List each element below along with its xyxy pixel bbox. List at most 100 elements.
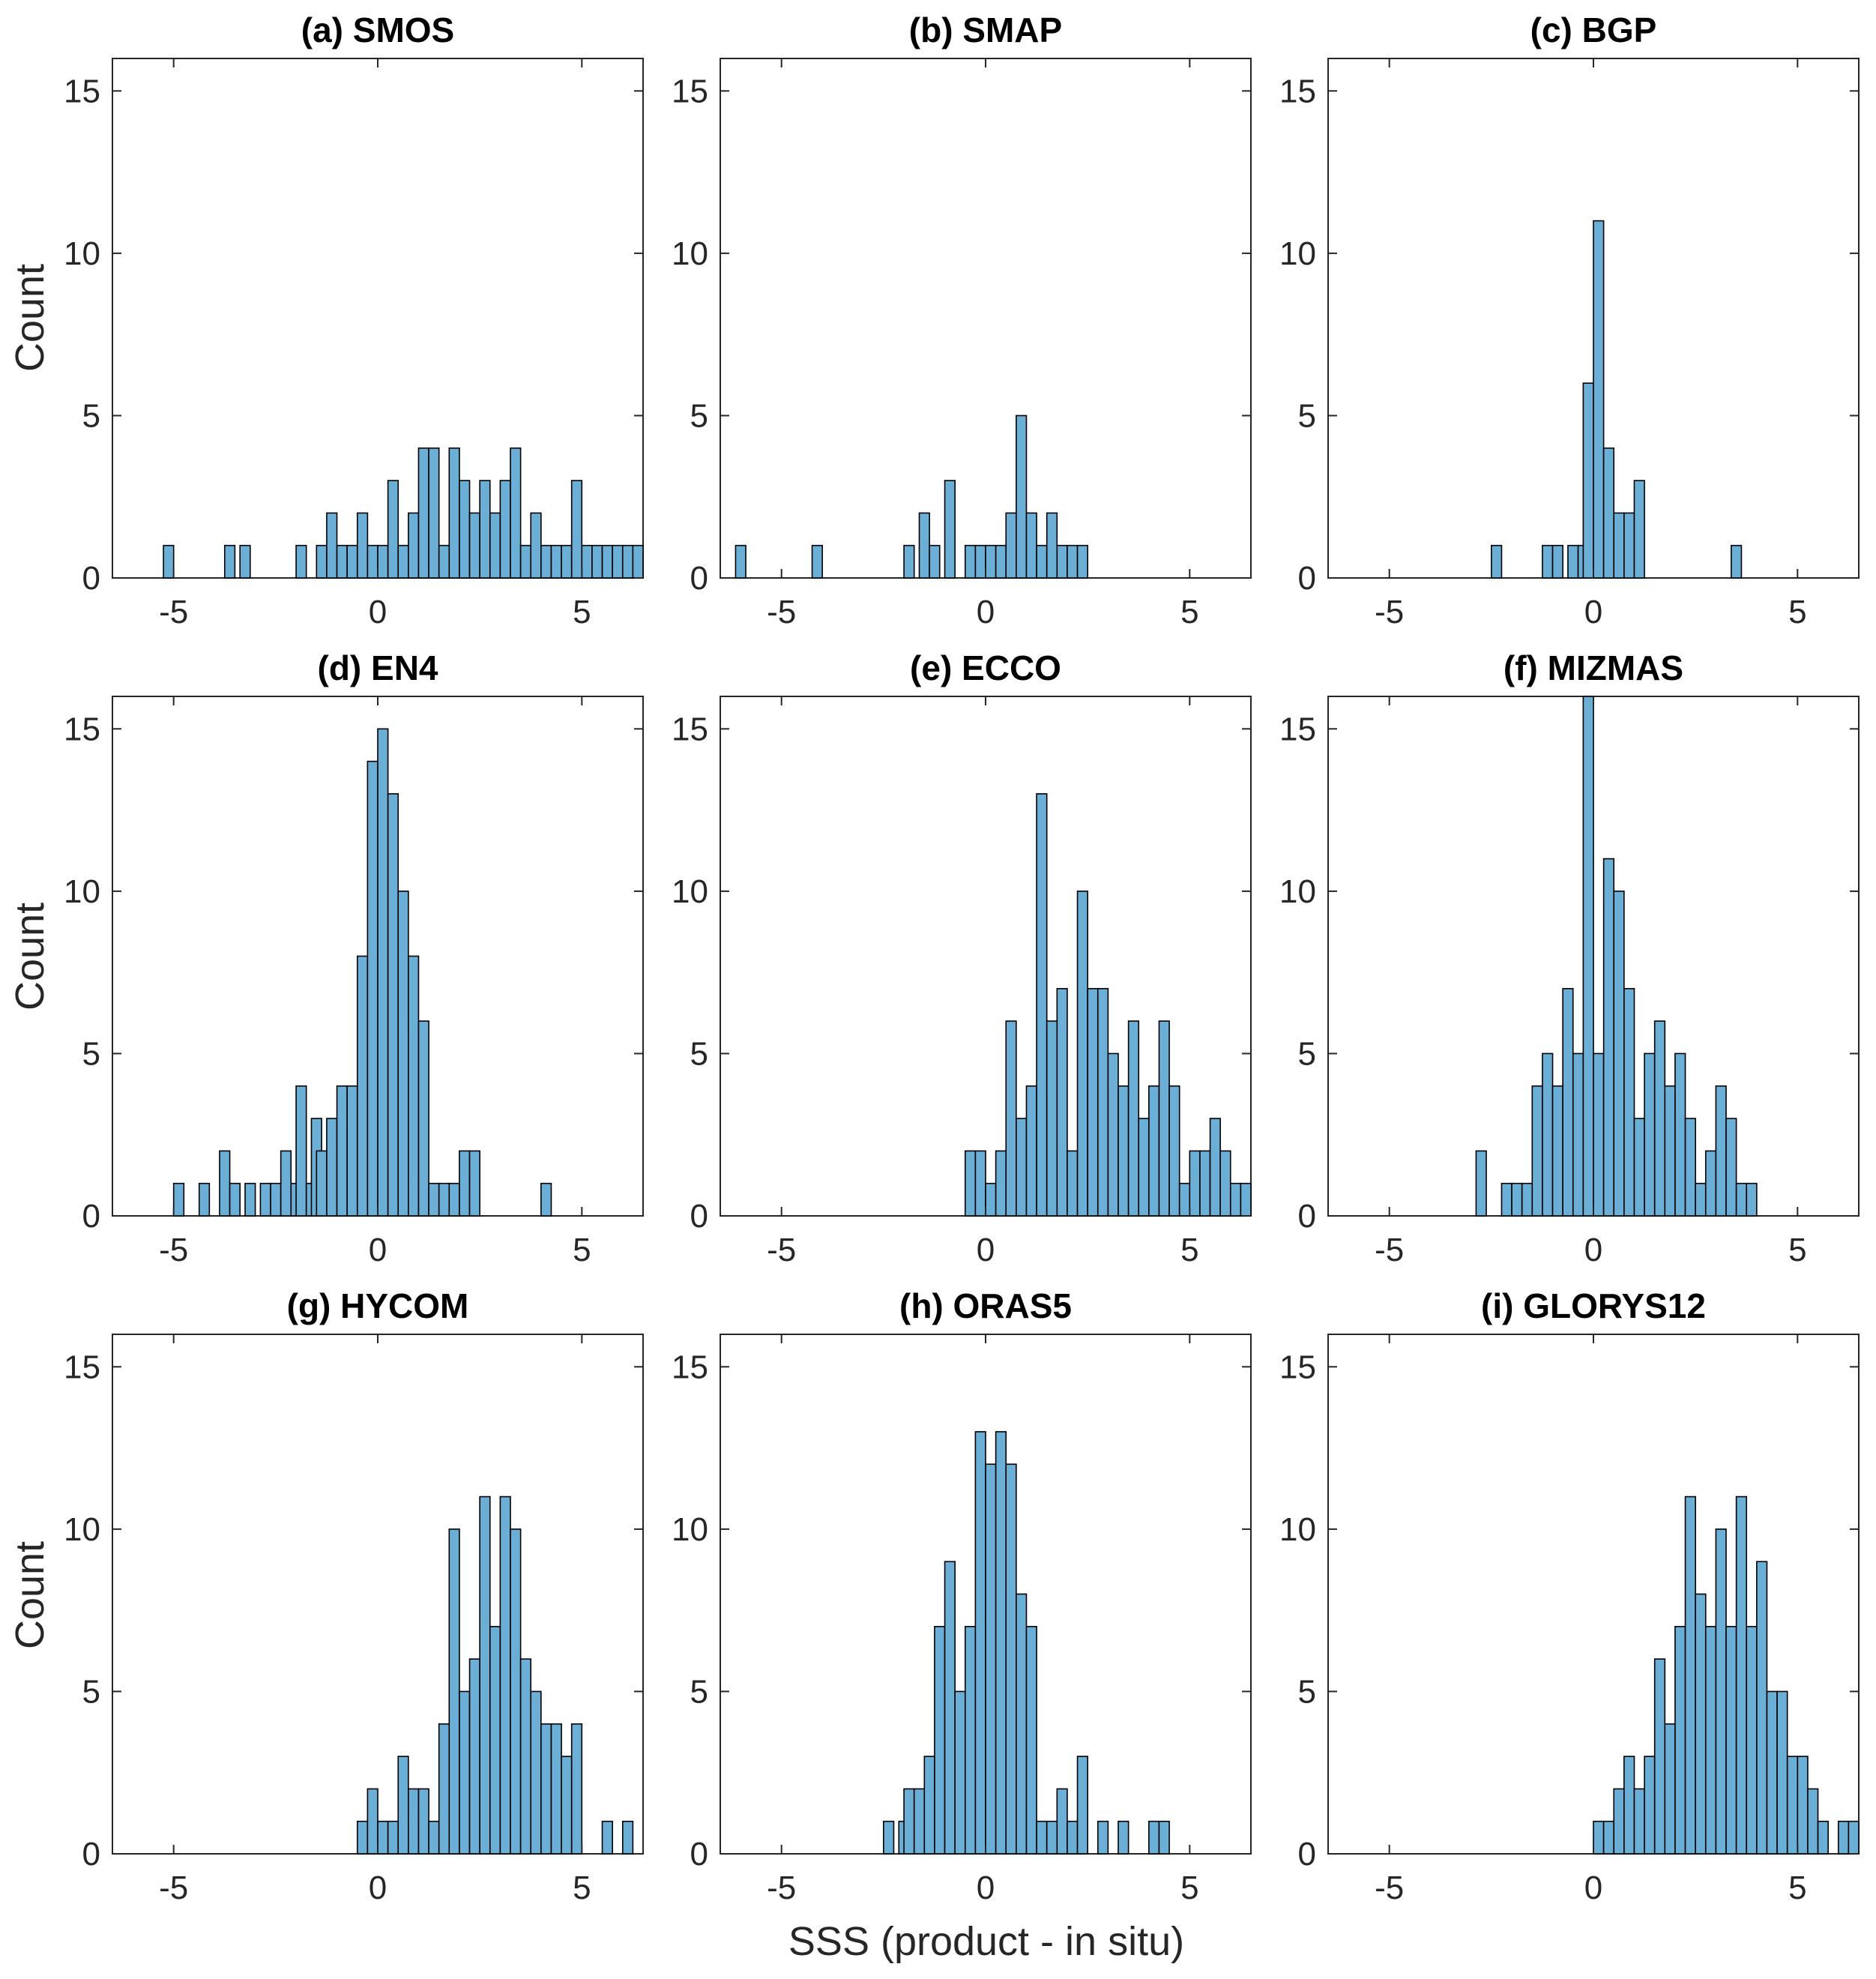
histogram-bar — [377, 728, 389, 1217]
y-tick-label: 15 — [64, 711, 100, 747]
histogram-bar — [198, 1182, 211, 1217]
histogram-bar — [519, 544, 532, 579]
x-tick-label: 0 — [977, 594, 995, 630]
histogram-bar — [1542, 544, 1554, 579]
y-tick-label: 10 — [1279, 235, 1316, 272]
histogram-bar — [326, 1118, 338, 1217]
histogram-bar — [1674, 1626, 1686, 1855]
histogram-bar — [1521, 1182, 1533, 1217]
histogram-bar — [995, 1150, 1007, 1217]
histogram-panel: -5 0 5 0 5 10 15 (g) HYCOM — [64, 1286, 644, 1906]
histogram-bar — [1602, 447, 1615, 579]
histogram-bar — [1848, 1820, 1860, 1855]
histogram-bar — [223, 544, 236, 579]
histogram-bar — [1025, 512, 1037, 579]
histogram-bar — [1067, 544, 1079, 579]
histogram-bar — [1837, 1820, 1850, 1855]
y-axis-label-row-2: Count — [7, 903, 52, 1010]
histogram-bar — [1229, 1182, 1242, 1217]
histogram-bar — [1582, 696, 1594, 1217]
axes-box — [112, 58, 644, 579]
x-tick-label: 0 — [369, 594, 387, 630]
histogram-bar — [336, 1085, 348, 1217]
histogram-bar — [397, 891, 409, 1217]
histogram-bar — [259, 1182, 271, 1217]
histogram-bar — [964, 1150, 977, 1217]
histogram-bar — [448, 1182, 460, 1217]
histogram-bar — [1138, 1118, 1150, 1217]
histogram-bar — [1097, 988, 1109, 1217]
histogram-bar — [1602, 858, 1615, 1217]
histogram-bar — [1653, 1658, 1666, 1855]
histogram-bar — [408, 955, 420, 1217]
y-tick-label: 0 — [690, 1836, 708, 1873]
x-tick-label: -5 — [159, 1870, 188, 1906]
histogram-bar — [326, 512, 338, 579]
histogram-bar — [1644, 1756, 1656, 1855]
histogram-bar — [316, 544, 328, 579]
histogram-bar — [1158, 1020, 1170, 1217]
histogram-bar — [944, 480, 956, 579]
histogram-bar — [280, 1150, 292, 1217]
histogram-bar — [1684, 1495, 1696, 1855]
histogram-bar — [1240, 1182, 1252, 1217]
histogram-bar — [1056, 1788, 1068, 1855]
histogram-panel: -5 0 5 0 5 10 15 (e) ECCO — [672, 648, 1252, 1268]
histogram-bar — [903, 1788, 915, 1855]
y-tick-label: 15 — [672, 1349, 708, 1385]
histogram-panel: -5 0 5 0 5 10 15 (f) MIZMAS — [1279, 648, 1860, 1268]
histogram-bar — [1613, 1788, 1625, 1855]
histogram-bar — [438, 1723, 450, 1855]
panel-title: (f) MIZMAS — [1503, 648, 1683, 687]
histogram-bar — [489, 512, 501, 579]
histogram-bar — [1633, 1788, 1645, 1855]
histogram-bar — [1593, 220, 1605, 579]
histogram-bar — [1148, 1820, 1160, 1855]
histogram-bar — [1602, 1820, 1615, 1855]
histogram-bar — [1511, 1182, 1523, 1217]
histogram-bar — [811, 544, 823, 579]
histogram-bar — [550, 1723, 562, 1855]
histogram-bar — [1746, 1626, 1758, 1855]
y-tick-label: 5 — [82, 1035, 100, 1072]
histogram-bar — [540, 1182, 552, 1217]
histogram-bar — [1623, 1756, 1635, 1855]
x-tick-label: 0 — [1584, 1870, 1602, 1906]
histogram-bar — [1582, 382, 1594, 579]
x-tick-label: 5 — [573, 594, 591, 630]
histogram-bar — [1016, 415, 1028, 579]
histogram-bar — [1664, 1723, 1676, 1855]
histogram-bar — [499, 480, 511, 579]
histogram-bar — [883, 1820, 895, 1855]
y-tick-label: 15 — [672, 73, 708, 109]
histogram-bar — [1542, 1052, 1554, 1217]
y-tick-label: 5 — [82, 397, 100, 434]
y-tick-label: 0 — [690, 1198, 708, 1235]
histogram-bar — [408, 512, 420, 579]
histogram-bar — [621, 1820, 634, 1855]
histogram-bar — [1735, 1495, 1748, 1855]
histogram-bar — [417, 1788, 429, 1855]
histogram-bar — [1036, 793, 1048, 1217]
histogram-bar — [377, 544, 389, 579]
histogram-bar — [1056, 544, 1068, 579]
x-tick-label: 5 — [573, 1232, 591, 1268]
histogram-bar — [244, 1182, 256, 1217]
y-tick-label: 5 — [82, 1673, 100, 1710]
histogram-bar — [1491, 544, 1503, 579]
x-tick-label: 5 — [1788, 1232, 1806, 1268]
histogram-bar — [1593, 1820, 1605, 1855]
panel-title: (i) GLORYS12 — [1481, 1286, 1706, 1325]
histogram-bar — [632, 544, 644, 579]
histogram-bar — [735, 544, 747, 579]
histogram-bar — [489, 1626, 501, 1855]
y-tick-label: 15 — [64, 1349, 100, 1385]
histogram-bar — [1725, 1626, 1737, 1855]
histogram-bar — [397, 544, 409, 579]
histogram-bar — [1776, 1690, 1788, 1855]
panel-title: (c) BGP — [1530, 10, 1657, 49]
histogram-bar — [316, 1150, 328, 1217]
histogram-bar — [479, 1495, 491, 1855]
histogram-bar — [1097, 1820, 1109, 1855]
histogram-bar — [1797, 1756, 1809, 1855]
